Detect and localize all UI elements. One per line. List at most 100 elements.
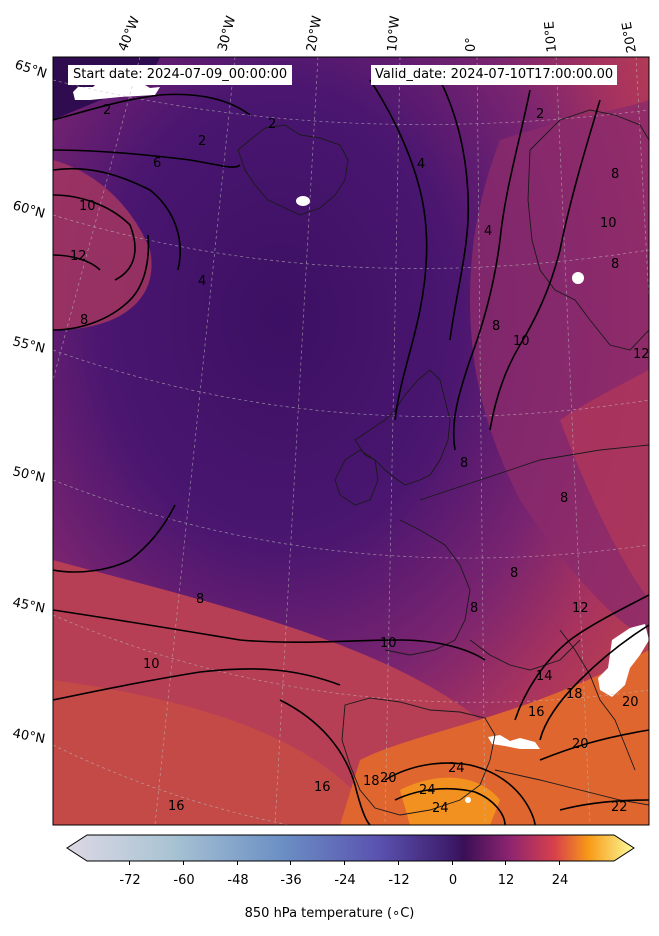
colorbar-tick-label: -24: [334, 873, 355, 888]
contour-label: 12: [70, 249, 87, 264]
missing-data-norway: [572, 272, 584, 284]
contour-6-central: [439, 79, 470, 341]
contour-label: 24: [419, 783, 436, 798]
contour-label: 20: [572, 737, 589, 752]
contour-label: 12: [572, 601, 589, 616]
contour-label: 8: [196, 592, 204, 607]
coastline-iberia: [341, 697, 496, 816]
longitude-labels: 40°W 30°W 20°W 10°W 0° 10°E 20°E: [116, 14, 640, 54]
contour-label: 4: [484, 224, 492, 239]
colorbar-tick-label: -36: [280, 873, 301, 888]
coastline-italy: [559, 629, 636, 771]
contour-4-central: [369, 79, 428, 421]
contour-12-south: [53, 668, 341, 701]
map-frame: [52, 56, 650, 826]
colorbar-title: 850 hPa temperature (∘C): [244, 906, 415, 921]
lat-label: 65°N: [13, 58, 49, 82]
coastline-north-europe: [419, 444, 649, 501]
contour-label: 8: [492, 319, 500, 334]
contour-label: 16: [528, 705, 545, 720]
contour-label: 10: [143, 657, 160, 672]
gridline-lon-30w: [154, 57, 236, 825]
colorbar-tick-label: -12: [388, 873, 409, 888]
contour-label: 12: [633, 347, 650, 362]
contour-6-west: [53, 167, 181, 271]
contour-label: 16: [314, 780, 331, 795]
lat-label: 55°N: [11, 334, 46, 356]
contour-2-north: [53, 93, 251, 121]
missing-data-iceland: [296, 196, 310, 206]
lat-label: 40°N: [11, 726, 46, 747]
latitude-labels: 65°N 60°N 55°N 50°N 45°N 40°N: [11, 58, 49, 748]
contour-label: 2: [268, 117, 276, 132]
lon-label: 20°W: [304, 15, 325, 53]
contour-label: 10: [79, 199, 96, 214]
gridline-lat-45: [53, 614, 649, 703]
contour-label: 4: [417, 157, 425, 172]
colorbar-tick-label: -72: [119, 873, 140, 888]
coastline-scandinavia: [527, 109, 649, 351]
missing-data-spot: [465, 797, 471, 803]
contour-label: 4: [198, 274, 206, 289]
contour-label: 6: [153, 156, 161, 171]
contour-label: 10: [380, 636, 397, 651]
contour-label: 24: [432, 801, 449, 816]
gridline-lat-65: [53, 79, 649, 125]
contour-label: 18: [566, 687, 583, 702]
contour-label: 8: [560, 491, 568, 506]
temperature-field: [53, 57, 649, 825]
missing-data-spain: [488, 735, 540, 749]
contour-label: 24: [448, 761, 465, 776]
contour-label: 10: [513, 334, 530, 349]
lon-label: 10°W: [385, 15, 403, 52]
contour-10-west: [53, 194, 136, 281]
coastline-iceland: [237, 124, 349, 216]
contour-label: 18: [363, 774, 380, 789]
contour-24-iberia: [394, 787, 506, 825]
colorbar-tick-label: -60: [173, 873, 194, 888]
colorbar-tick-label: 12: [498, 873, 515, 888]
lat-label: 60°N: [11, 198, 47, 221]
contour-8-south: [53, 504, 176, 573]
contour-label: 22: [611, 800, 628, 815]
contour-8-central: [452, 89, 531, 451]
gridline-lon-20e: [635, 57, 649, 301]
colorbar-body: [66, 834, 635, 862]
contour-14-east: [539, 624, 649, 741]
gridline-lat-55: [53, 349, 649, 417]
contour-label: 16: [168, 799, 185, 814]
gridline-lon-10e: [555, 57, 591, 825]
gridline-lat-40: [53, 744, 292, 825]
contour-label: 20: [380, 771, 397, 786]
contour-label: 2: [103, 103, 111, 118]
contour-8-west: [53, 234, 150, 331]
gridline-lon-10w: [384, 57, 401, 825]
contour-label: 20: [622, 695, 639, 710]
valid-date-label: Valid_date: 2024-07-10T17:00:00.00: [371, 65, 618, 85]
contour-label: 10: [600, 216, 617, 231]
contour-label-group: 2 2 2 2 4 4 4 6 8 8 8 8 8 8 8 8 8 10 10 …: [70, 103, 650, 816]
gridline-lon-0: [476, 57, 486, 825]
colorbar: -72 -60 -48 -36 -24 -12 0 12 24: [66, 834, 635, 888]
contour-22-east: [559, 799, 649, 811]
lon-label: 40°W: [116, 14, 143, 53]
colorbar-tick-labels: -72 -60 -48 -36 -24 -12 0 12 24: [119, 873, 568, 888]
missing-data-alps: [598, 624, 649, 697]
lon-label: 30°W: [215, 14, 239, 53]
contour-10-central: [489, 99, 601, 431]
contour-12-east: [514, 594, 649, 721]
contour-label: 8: [510, 566, 518, 581]
colorbar-ticks: [129, 861, 560, 865]
lat-label: 45°N: [11, 595, 46, 616]
lat-label: 50°N: [11, 464, 46, 486]
coastline-ireland: [334, 449, 379, 506]
start-date-label: Start date: 2024-07-09_00:00:00: [68, 65, 293, 85]
gridline-lon-40w: [53, 57, 141, 381]
coastlines: [237, 109, 649, 816]
contour-20-east: [539, 729, 649, 761]
contour-label: 2: [198, 134, 206, 149]
contour-label: 14: [536, 669, 553, 684]
hottest-region-iberia: [400, 777, 500, 825]
contour-label: 2: [536, 107, 544, 122]
colorbar-tick-label: 0: [449, 873, 457, 888]
